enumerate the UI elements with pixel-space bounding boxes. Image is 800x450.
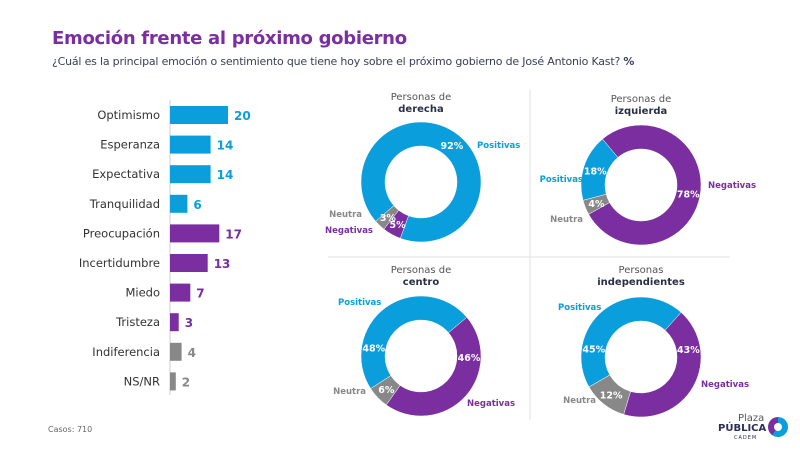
bar-category-label: Tristeza [115,315,160,329]
bar-value-label: 17 [225,227,242,241]
donut-slice-value: 48% [362,343,385,354]
sample-size: Casos: 710 [48,425,93,434]
donut-slice-label: Positivas [540,175,583,185]
donut-slice-label: Neutra [550,215,583,225]
donut-slice-label: Positivas [558,303,601,313]
bar-category-label: Esperanza [100,138,160,152]
logo-text-2: PÚBLICA [718,423,767,434]
donut-title-line1: Personas de [391,92,452,103]
donut-slice-positive [360,295,468,390]
donut-title-line2: derecha [398,104,443,115]
donut-slice-neutral [588,374,631,415]
bar [170,342,182,361]
bar-category-label: Miedo [125,286,160,300]
donut-slice-positive [360,121,482,243]
bar-category-label: Expectativa [92,167,160,181]
donut-slice-label: Neutra [333,387,366,397]
donut-slice-label: Negativas [701,380,749,390]
donut-slice-value: 5% [390,220,407,231]
donut-slice-value: 12% [600,391,623,402]
donut-slice-label: Negativas [467,399,515,409]
donut-slice-value: 6% [378,385,395,396]
donut-title-line1: Personas de [391,265,452,276]
donut-slice-value: 43% [677,345,700,356]
logo-icon [768,417,788,437]
donut-title-line2: centro [403,277,440,288]
donut-slice-neutral [370,375,401,406]
page-subtitle: ¿Cuál es la principal emoción o sentimie… [52,55,634,68]
donut-slice-label: Neutra [329,210,362,220]
bar [170,254,208,272]
bar-value-label: 7 [196,287,204,301]
donut-slice-value: 18% [584,166,607,177]
bar-category-label: Optimismo [97,108,160,122]
donut-slice-value: 3% [380,213,397,224]
plaza-publica-logo: Plaza PÚBLICA CADEM [714,413,794,445]
bar-value-label: 4 [188,346,196,360]
bar-value-label: 14 [217,139,234,153]
bar-category-label: Incertidumbre [79,256,160,270]
bar [170,194,188,213]
bar-category-label: Preocupación [83,226,160,240]
donut-slice-value: 92% [440,141,463,152]
donut-title-line1: Personas [619,265,664,276]
bar [170,106,228,124]
bar-value-label: 2 [182,375,190,389]
bar [170,283,191,302]
donut-slice-label: Positivas [477,141,520,151]
bar [170,165,211,184]
bar-value-label: 20 [234,109,251,123]
donut-slice-positive [580,138,619,201]
bar [170,224,220,243]
donut-slice-negative [385,316,482,417]
donut-title-line2: izquierda [615,106,668,117]
bar [170,313,179,332]
logo-text-1: Plaza [738,413,765,424]
donut-slice-value: 78% [677,189,700,200]
bar-category-label: Tranquilidad [89,197,160,211]
bar-value-label: 6 [193,198,201,212]
donut-slice-label: Negativas [708,181,756,191]
subtitle-unit: % [623,55,635,68]
donut-slice-label: Positivas [338,298,381,308]
bar-value-label: 3 [185,316,193,330]
donut-slice-label: Negativas [325,226,373,236]
donut-slice-negative [588,124,702,246]
donut-title-line1: Personas de [611,94,672,105]
bar-category-label: NS/NR [124,374,160,388]
donut-title-line2: independientes [597,277,685,288]
logo-text-3: CADEM [734,435,758,441]
subtitle-question: ¿Cuál es la principal emoción o sentimie… [52,55,621,68]
donut-slice-label: Neutra [563,396,596,406]
donut-slice-positive [580,296,682,388]
donut-slice-value: 46% [458,353,481,364]
bar-category-label: Indiferencia [92,345,160,359]
bar-value-label: 13 [214,257,231,271]
donut-slice-value: 4% [588,199,605,210]
donut-slice-negative [623,312,702,418]
bar [170,135,211,154]
bar-value-label: 14 [217,168,234,182]
page-title: Emoción frente al próximo gobierno [52,28,407,49]
donut-slice-value: 45% [582,344,605,355]
bar [170,372,176,391]
donut-slice-neutral [375,205,400,230]
